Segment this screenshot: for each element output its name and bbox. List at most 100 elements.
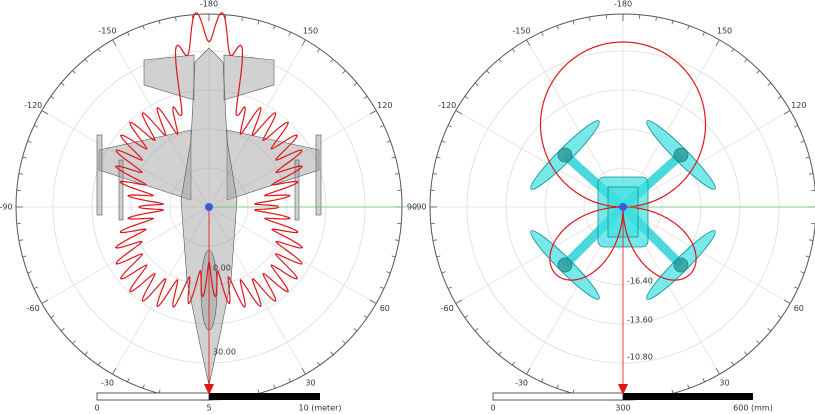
edge-tick [274,26,275,30]
edge-tick [354,83,357,86]
edge-tick [784,300,790,304]
edge-tick [672,21,673,25]
motor [558,258,572,272]
edge-tick [433,240,437,241]
edge-tick [289,378,291,382]
edge-tick [801,272,805,273]
edge-tick [784,111,790,115]
edge-tick [380,125,384,127]
edge-tick [768,83,771,86]
edge-tick [475,83,478,86]
missile [119,160,123,220]
angle-label: -30 [101,378,114,387]
edge-tick [370,300,376,304]
edge-tick [527,40,531,46]
edge-tick [731,49,733,52]
edge-tick [716,368,720,374]
edge-tick [541,32,543,36]
stabilizer [224,55,274,100]
edge-tick [19,173,23,174]
edge-tick [395,240,399,241]
edge-tick [143,26,144,30]
missile [316,135,321,215]
edge-tick [731,362,733,365]
edge-tick [302,368,306,374]
edge-tick [113,40,117,46]
edge-tick [757,71,760,74]
angle-label: 60 [380,304,390,313]
edge-tick [512,362,514,365]
missile [295,160,299,220]
edge-tick [387,272,391,273]
stabilizer [144,55,194,100]
edge-tick [42,300,48,304]
edge-tick [512,49,514,52]
edge-tick [557,385,558,389]
scale-label: 0 [94,404,99,413]
edge-tick [34,287,38,289]
scale-label: 600 (mm) [733,404,773,413]
scale-white [97,393,209,400]
edge-tick [768,328,771,331]
motor [674,148,688,162]
edge-tick [289,32,291,36]
edge-tick [437,256,441,257]
edge-tick [456,111,462,115]
edge-tick [370,111,376,115]
edge-tick [541,378,543,382]
edge-tick [465,315,468,317]
edge-tick [73,71,76,74]
edge-tick [744,352,747,355]
motor [674,258,688,272]
edge-tick [672,390,673,394]
edge-tick [806,256,810,257]
angle-label: 120 [791,101,806,110]
scale-label: 10 (meter) [298,404,341,413]
edge-tick [343,341,346,344]
edge-tick [716,40,720,46]
edge-tick [442,272,446,273]
radial-label: -13.60 [627,316,653,325]
angle-label: -120 [438,101,456,110]
edge-tick [85,59,88,62]
angle-label: -60 [27,304,40,313]
edge-tick [392,256,396,257]
edge-tick [317,362,319,365]
edge-tick [274,385,275,389]
edge-tick [487,71,490,74]
edge-tick [809,240,813,241]
edge-tick [258,390,259,394]
edge-tick [703,32,705,36]
edge-tick [778,96,781,98]
origin-marker [205,203,213,211]
angle-label: 60 [794,304,804,313]
angle-label: 30 [305,378,315,387]
scale-black [623,393,753,400]
radial-label: -16.40 [627,277,653,286]
edge-tick [656,17,657,21]
edge-tick [364,96,367,98]
edge-tick [465,96,468,98]
edge-tick [34,125,38,127]
edge-tick [395,173,399,174]
edge-tick [527,368,531,374]
edge-tick [688,385,689,389]
edge-tick [85,352,88,355]
edge-tick [448,287,452,289]
edge-tick [113,368,117,374]
edge-tick [499,59,502,62]
angle-label: -90 [0,203,13,212]
edge-tick [448,125,452,127]
edge-tick [175,17,176,21]
angle-label: -150 [98,27,116,36]
edge-tick [703,378,705,382]
edge-tick [757,341,760,344]
edge-tick [127,378,129,382]
edge-tick [73,341,76,344]
angle-label: -180 [614,0,632,9]
edge-tick [794,125,798,127]
origin-marker [619,203,627,211]
scale-white [493,393,623,400]
scale-label: 5 [206,404,211,413]
edge-tick [801,141,805,142]
